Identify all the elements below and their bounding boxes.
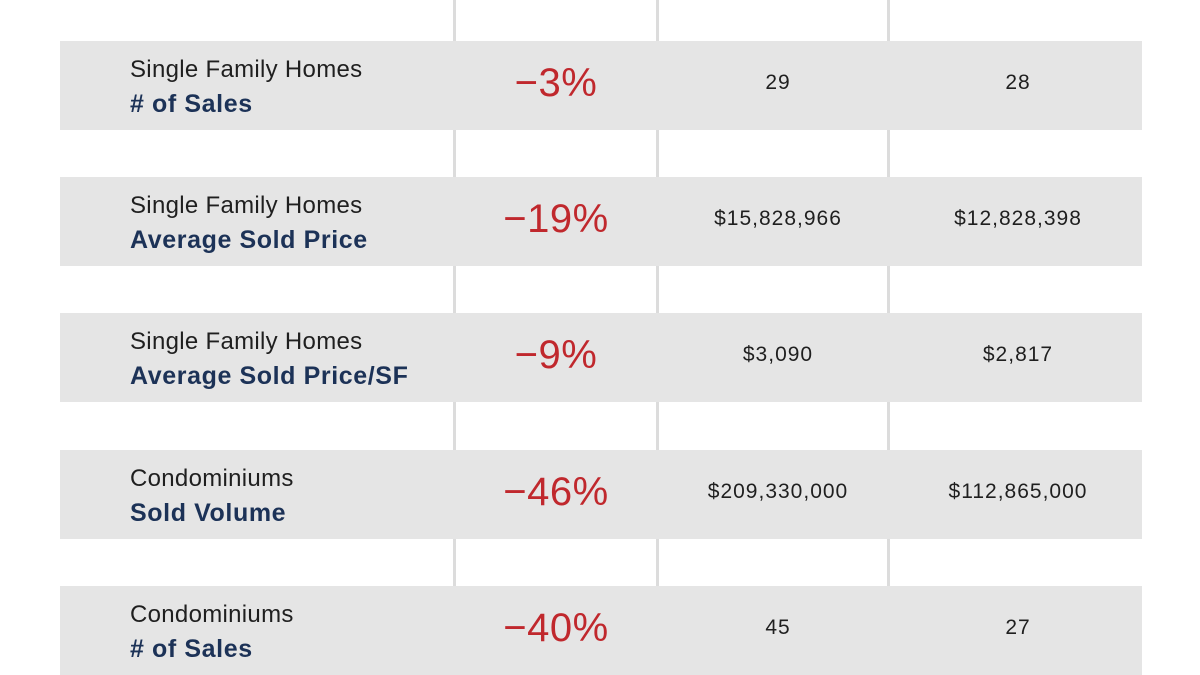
row-metric: # of Sales <box>130 635 253 663</box>
stats-row-condo-volume: Condominiums Sold Volume −46% $209,330,0… <box>60 450 1142 539</box>
row-category: Single Family Homes <box>130 328 363 355</box>
percent-change: −40% <box>503 606 609 650</box>
percent-change: −3% <box>514 61 598 105</box>
row-label: Condominiums Sold Volume <box>130 462 294 530</box>
stats-row-sfh-price-sf: Single Family Homes Average Sold Price/S… <box>60 313 1142 402</box>
value-period-2: $112,865,000 <box>948 480 1088 503</box>
row-category: Condominiums <box>130 601 294 628</box>
value-period-1: $209,330,000 <box>707 480 849 503</box>
percent-change: −9% <box>514 333 598 377</box>
percent-change: −46% <box>503 470 609 514</box>
stats-row-condo-sales: Condominiums # of Sales −40% 45 27 <box>60 586 1142 675</box>
row-label: Condominiums # of Sales <box>130 598 294 666</box>
row-category: Single Family Homes <box>130 56 363 83</box>
percent-change: −19% <box>503 197 609 241</box>
row-metric: Sold Volume <box>130 499 287 527</box>
value-period-1: $3,090 <box>742 343 814 366</box>
stats-row-sfh-avg-price: Single Family Homes Average Sold Price −… <box>60 177 1142 266</box>
stats-row-sfh-sales: Single Family Homes # of Sales −3% 29 28 <box>60 41 1142 130</box>
value-period-1: $15,828,966 <box>714 207 842 230</box>
row-metric: # of Sales <box>130 90 253 118</box>
row-label: Single Family Homes # of Sales <box>130 53 362 121</box>
value-period-2: $12,828,398 <box>954 207 1082 230</box>
row-category: Single Family Homes <box>130 192 363 219</box>
row-label: Single Family Homes Average Sold Price <box>130 189 368 257</box>
row-metric: Average Sold Price <box>130 226 368 254</box>
row-label: Single Family Homes Average Sold Price/S… <box>130 325 408 393</box>
row-category: Condominiums <box>130 465 294 492</box>
row-metric: Average Sold Price/SF <box>130 362 409 390</box>
value-period-2: 27 <box>1005 616 1031 639</box>
value-period-2: $2,817 <box>982 343 1054 366</box>
value-period-1: 45 <box>765 616 791 639</box>
value-period-1: 29 <box>765 71 791 94</box>
value-period-2: 28 <box>1005 71 1031 94</box>
